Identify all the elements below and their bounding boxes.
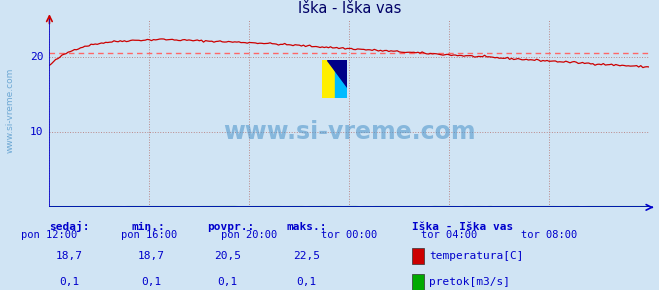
Text: www.si-vreme.com: www.si-vreme.com [5, 68, 14, 153]
Text: pon 20:00: pon 20:00 [221, 230, 277, 240]
Text: 10: 10 [30, 127, 43, 137]
Text: 20: 20 [30, 52, 43, 61]
Text: Iška - Iška vas: Iška - Iška vas [412, 222, 513, 232]
Text: 18,7: 18,7 [138, 251, 165, 261]
Text: pretok[m3/s]: pretok[m3/s] [429, 277, 510, 287]
Text: sedaj:: sedaj: [49, 221, 90, 232]
Text: 18,7: 18,7 [56, 251, 82, 261]
Text: pon 16:00: pon 16:00 [121, 230, 177, 240]
Polygon shape [328, 60, 347, 87]
Text: min.:: min.: [132, 222, 165, 232]
Bar [335, 60, 347, 98]
Text: tor 04:00: tor 04:00 [421, 230, 477, 240]
Text: temperatura[C]: temperatura[C] [429, 251, 523, 261]
Text: 20,5: 20,5 [214, 251, 241, 261]
Text: pon 12:00: pon 12:00 [21, 230, 78, 240]
Bar [322, 60, 335, 98]
Text: tor 08:00: tor 08:00 [521, 230, 577, 240]
Text: 0,1: 0,1 [59, 277, 79, 287]
Title: Iška - Iška vas: Iška - Iška vas [298, 1, 401, 16]
Text: www.si-vreme.com: www.si-vreme.com [223, 120, 476, 144]
Text: 22,5: 22,5 [293, 251, 320, 261]
Text: povpr.:: povpr.: [208, 222, 255, 232]
Text: maks.:: maks.: [287, 222, 327, 232]
Text: 0,1: 0,1 [142, 277, 161, 287]
Text: 0,1: 0,1 [217, 277, 237, 287]
Text: 0,1: 0,1 [297, 277, 316, 287]
Text: tor 00:00: tor 00:00 [321, 230, 378, 240]
